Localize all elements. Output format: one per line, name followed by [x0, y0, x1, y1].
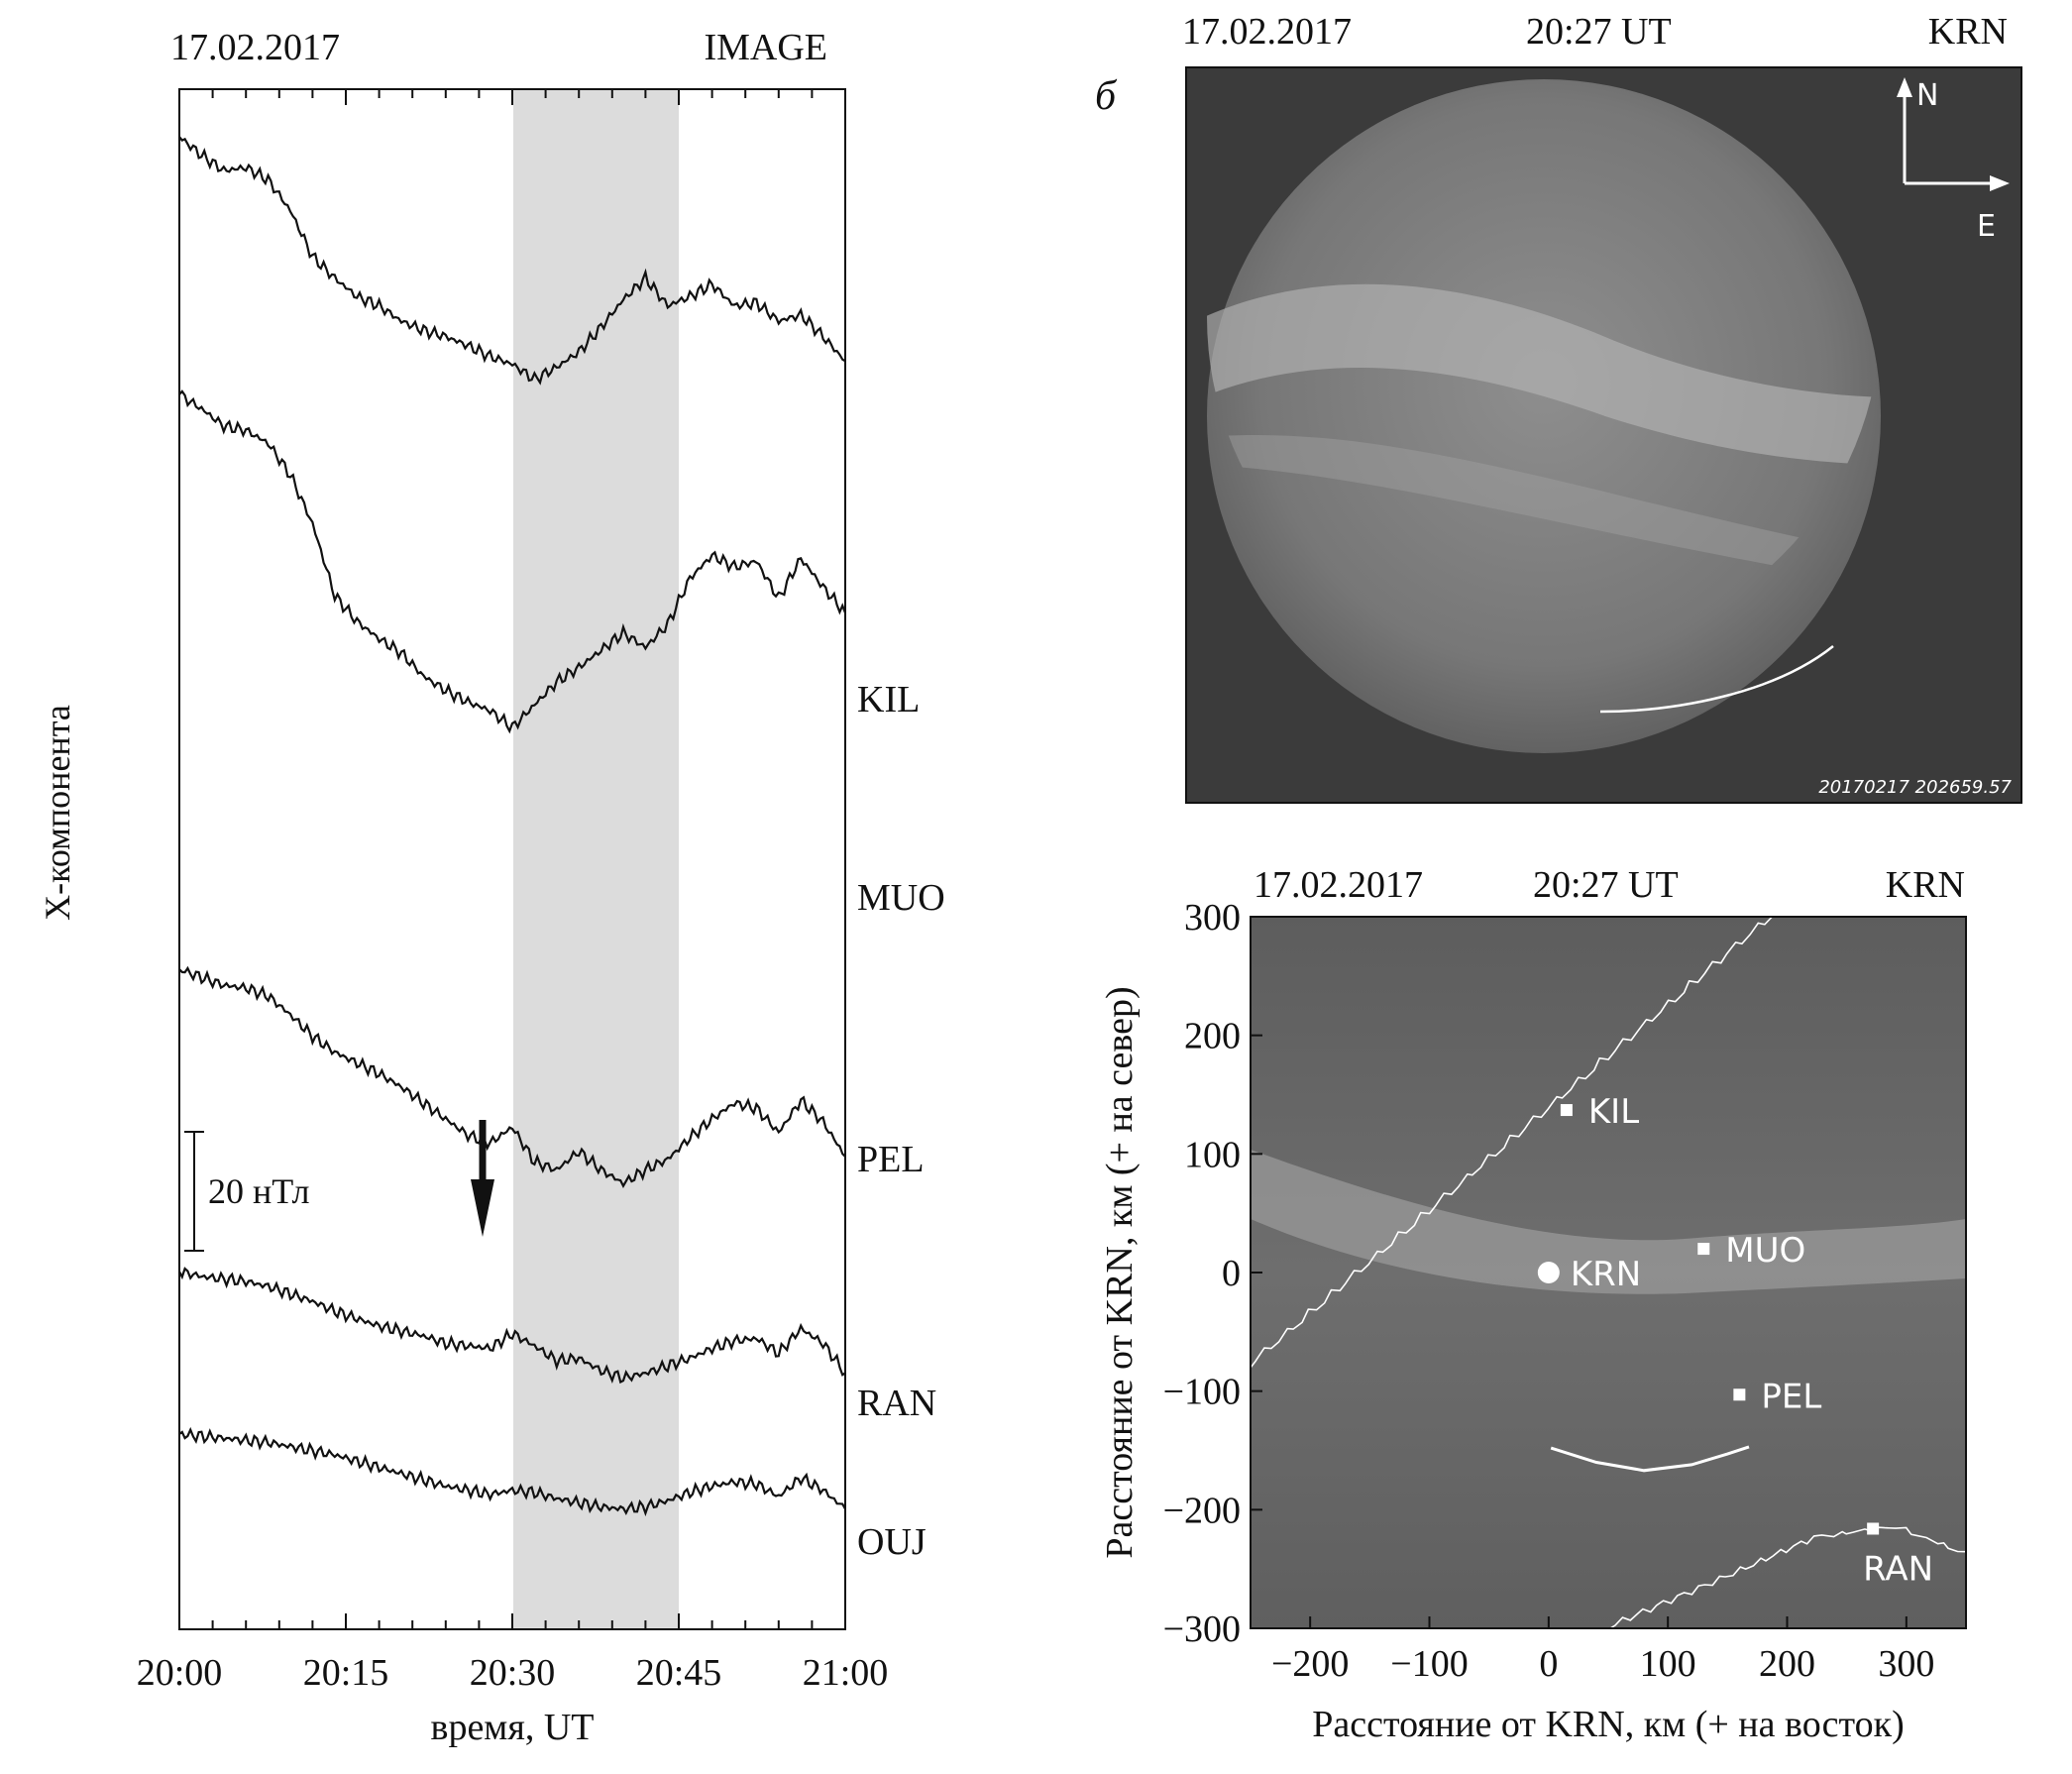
x-tick-label-c: 200: [1759, 1643, 1815, 1685]
panel-a-source: IMAGE: [704, 27, 827, 68]
panel-c-date: 17.02.2017: [1254, 864, 1423, 906]
plot-frame-a: [178, 88, 846, 1630]
coastline-north: [1251, 917, 1774, 1369]
x-tick-label: 20:30: [470, 1652, 556, 1694]
series-line-ouj: [178, 1426, 846, 1517]
station-marker-muo: [1697, 1243, 1710, 1256]
series-label-ran: RAN: [857, 1383, 936, 1424]
scale-bar: 20 нТл: [184, 1131, 309, 1252]
y-tick-label-c: 100: [1184, 1134, 1241, 1175]
panel-a-ylabel: X-компонента: [38, 705, 77, 921]
y-tick-label-c: −100: [1163, 1372, 1241, 1413]
series-label-kil: KIL: [857, 679, 920, 721]
sky-disk: [1207, 79, 1881, 753]
station-marker-krn: [1537, 1262, 1560, 1283]
coastline-south: [1609, 1526, 1966, 1628]
station-label-pel: PEL: [1761, 1377, 1821, 1416]
panel-c-station: KRN: [1886, 864, 1965, 906]
axis-ticks-c: −200 −100 0 100 200 300 300 200 100 0 −100 −200 −300: [1163, 897, 1935, 1685]
panel-c-xlabel: Расстояние от KRN, км (+ на восток): [1312, 1704, 1904, 1745]
series-label-ouj: OUJ: [857, 1521, 927, 1563]
series-line-pel: [178, 965, 846, 1189]
panel-c-ylabel: Расстояние от KRN, км (+ на север): [1099, 986, 1141, 1558]
x-tick-label-c: 300: [1878, 1643, 1934, 1685]
y-tick-label-c: 300: [1184, 897, 1241, 939]
x-tick-label: 20:15: [303, 1652, 389, 1694]
x-tick-label: 21:00: [803, 1652, 889, 1694]
y-tick-label-c: 200: [1184, 1016, 1241, 1057]
series-line-kil: [178, 136, 846, 386]
scale-bar-label: 20 нТл: [208, 1171, 309, 1211]
fov-arc: [1599, 645, 1834, 714]
compass-north: N: [1916, 78, 1938, 113]
series-group: [178, 136, 847, 1517]
station-label-kil: KIL: [1588, 1092, 1639, 1132]
x-axis-ticks-a: 20:00 20:15 20:30 20:45 21:00: [137, 89, 889, 1694]
x-tick-label-c: 0: [1539, 1643, 1558, 1685]
panel-b-time: 20:27 UT: [1526, 11, 1672, 53]
series-line-ran: [178, 1267, 846, 1385]
coastline: [1251, 917, 1966, 1628]
y-tick-label-c: 0: [1222, 1253, 1241, 1294]
panel-c-time: 20:27 UT: [1533, 864, 1679, 906]
panel-c-projected-map: 17.02.2017 20:27 UT KRN KILMUOKRNPELRAN …: [1099, 864, 1967, 1745]
image-stamp: 20170217 202659.57: [1818, 777, 2012, 798]
series-line-muo: [178, 389, 847, 734]
compass-east: E: [1977, 209, 1996, 244]
panel-a-xlabel: время, UT: [431, 1707, 595, 1748]
panel-b-station: KRN: [1928, 11, 2008, 53]
onset-arrow: [471, 1120, 494, 1237]
station-label-muo: MUO: [1725, 1231, 1805, 1271]
series-labels: KIL MUO PEL RAN OUJ: [857, 679, 945, 1563]
highlight-interval: [513, 89, 679, 1629]
panel-a-date: 17.02.2017: [170, 27, 340, 68]
map-aurora: [1251, 1150, 1966, 1294]
panel-a-magnetograms: 20:00 20:15 20:30 20:45 21:00 KIL MUO PEL RAN OU…: [38, 27, 945, 1748]
station-marker-kil: [1560, 1104, 1573, 1117]
fov-arc-projected: [1550, 1445, 1750, 1473]
stations: KIL MUO KRN PEL RAN: [1537, 1092, 1933, 1589]
x-tick-label: 20:00: [137, 1652, 223, 1694]
panel-b-date: 17.02.2017: [1182, 11, 1352, 53]
panel-b-allsky-image: б 17.02.2017 20:27 UT KRN N E 20170217 2…: [1095, 11, 2022, 804]
fov-arc-line: [1550, 1445, 1750, 1473]
station-label-krn: KRN: [1571, 1255, 1641, 1294]
compass: N E: [1897, 77, 2010, 244]
y-tick-label-c: −200: [1163, 1490, 1241, 1531]
x-tick-label-c: −100: [1390, 1643, 1468, 1685]
series-label-pel: PEL: [857, 1139, 925, 1180]
station-marker-pel: [1733, 1388, 1746, 1401]
y-tick-label-c: −300: [1163, 1608, 1241, 1650]
series-label-muo: MUO: [857, 877, 945, 919]
x-tick-label-c: −200: [1271, 1643, 1349, 1685]
panel-b-letter: б: [1095, 73, 1118, 119]
x-tick-label: 20:45: [636, 1652, 722, 1694]
station-label-ran: RAN: [1863, 1549, 1933, 1589]
aurora-band: [1207, 283, 1881, 585]
station-marker-ran: [1867, 1522, 1880, 1535]
x-tick-label-c: 100: [1640, 1643, 1696, 1685]
